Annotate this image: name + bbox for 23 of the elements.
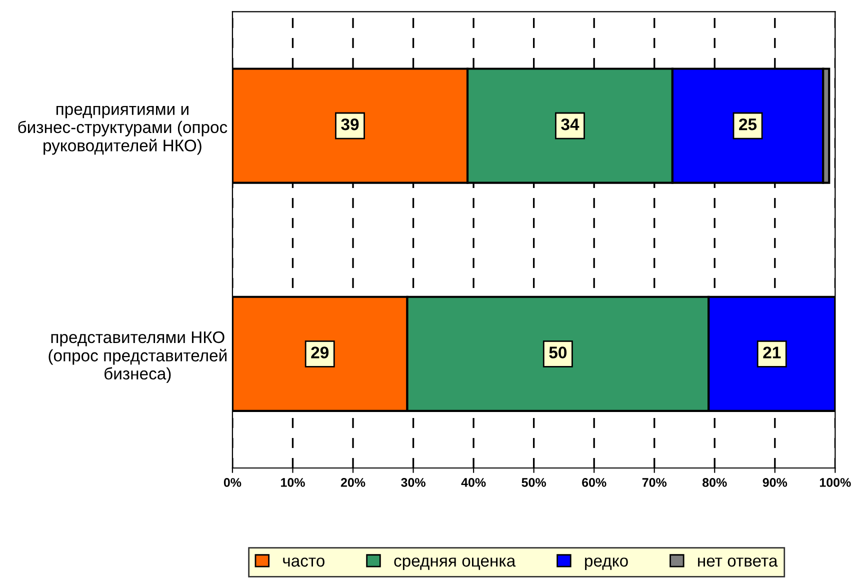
data-label: 25 [739,118,757,130]
x-tick-label: 70% [642,478,667,487]
data-label: 50 [549,346,567,358]
y-tick-label: представителями НКО (опрос представителей бизнеса) [48,331,226,383]
y-tick-label: предприятиями и бизнес-структурами (опрос руководителей НКО) [18,106,228,155]
legend-label: нет ответа [698,558,778,567]
x-tick-label: 60% [582,478,606,487]
data-label: 21 [763,346,781,358]
x-tick-label: 80% [702,478,727,487]
x-tick-label: 30% [401,478,426,487]
x-tick-label: 40% [461,478,486,487]
x-tick-label: 20% [340,478,366,487]
legend-label: часто [283,558,324,567]
data-label: 34 [561,118,580,130]
data-label: 39 [341,118,359,130]
x-tick-label: 100% [820,478,851,487]
legend-label: средняя оценка [394,558,516,570]
legend-label: редко [585,558,628,570]
x-tick-label: 0% [224,478,242,487]
data-label: 29 [311,346,329,358]
x-tick-label: 10% [281,478,305,487]
x-tick-label: 90% [762,478,788,487]
x-tick-label: 50% [522,478,546,487]
